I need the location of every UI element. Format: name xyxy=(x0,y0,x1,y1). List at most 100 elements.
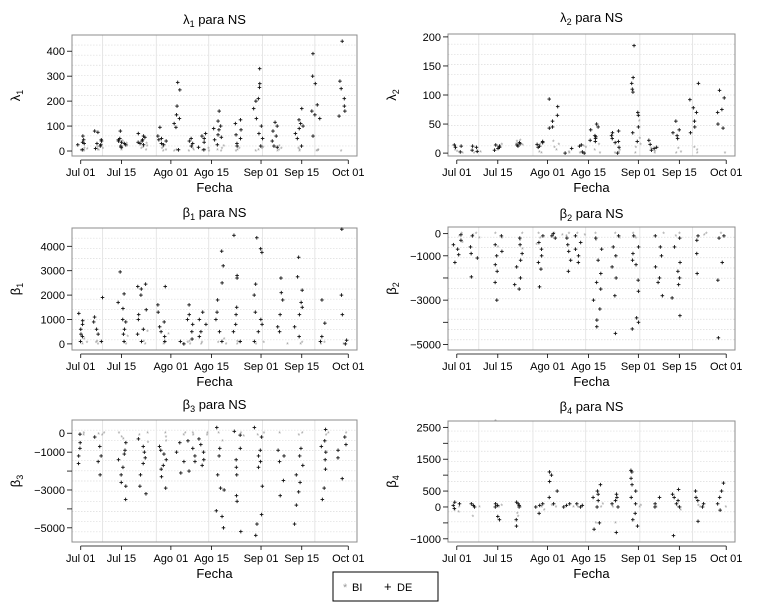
x-tick-label: Jul 01 xyxy=(66,167,95,179)
point-de xyxy=(79,332,83,336)
point-de xyxy=(159,474,164,479)
point-de xyxy=(214,317,218,322)
point-de xyxy=(336,456,340,460)
point-de xyxy=(469,251,473,256)
point-bi: * xyxy=(598,142,601,149)
point-de xyxy=(143,456,148,460)
point-bi: * xyxy=(639,137,642,144)
point-bi: * xyxy=(568,151,571,158)
y-tick-label: 400 xyxy=(47,46,65,58)
point-de xyxy=(300,288,304,293)
point-de xyxy=(78,440,82,445)
point-de xyxy=(573,234,578,238)
point-bi: * xyxy=(301,341,304,348)
point-de xyxy=(190,329,194,334)
point-de xyxy=(547,495,552,500)
title-text: para NS xyxy=(195,397,247,412)
point-bi: * xyxy=(540,505,543,512)
point-de xyxy=(676,269,680,274)
x-tick-label: Sep 01 xyxy=(244,167,279,179)
y-label-subscript: 2 xyxy=(391,89,401,94)
y-label-subscript: 1 xyxy=(15,283,25,288)
point-de xyxy=(80,147,85,152)
point-de xyxy=(636,289,641,294)
point-bi: * xyxy=(585,145,588,152)
point-bi: * xyxy=(207,147,210,154)
point-de xyxy=(561,505,566,509)
point-de xyxy=(234,493,239,498)
point-de xyxy=(214,425,219,430)
point-de xyxy=(614,254,618,258)
x-tick-label: Jul 15 xyxy=(483,167,512,179)
point-de xyxy=(592,527,596,532)
point-de xyxy=(631,251,635,256)
point-bi: * xyxy=(618,148,621,155)
point-bi: * xyxy=(561,233,564,240)
point-de xyxy=(512,282,517,287)
y-label-subscript: 2 xyxy=(391,282,401,287)
point-de xyxy=(164,139,168,143)
point-de xyxy=(715,110,720,115)
point-bi: * xyxy=(299,342,302,349)
point-de xyxy=(310,109,314,113)
point-bi: * xyxy=(602,502,605,509)
point-bi: * xyxy=(120,435,123,442)
point-bi: * xyxy=(221,147,224,154)
x-tick-label: Oct 01 xyxy=(710,553,742,565)
point-bi: * xyxy=(593,148,596,155)
point-de xyxy=(234,132,238,137)
point-de xyxy=(253,533,258,538)
x-tick-label: Ago 01 xyxy=(530,361,565,373)
point-bi: * xyxy=(535,243,538,250)
title-subscript: 4 xyxy=(567,406,572,416)
point-de xyxy=(696,519,700,524)
y-tick-label: 0 xyxy=(435,502,441,514)
point-de xyxy=(299,144,304,148)
point-de xyxy=(202,140,206,145)
point-de xyxy=(500,249,504,254)
x-tick-label: Sep 01 xyxy=(244,361,279,373)
point-bi: * xyxy=(697,503,700,510)
point-de xyxy=(493,143,498,147)
point-bi: * xyxy=(83,337,86,344)
y-tick-label: 3000 xyxy=(41,266,65,278)
point-de xyxy=(566,269,571,274)
point-de xyxy=(299,106,304,111)
y-tick-label: 1500 xyxy=(417,454,441,466)
point-de xyxy=(122,292,126,296)
point-bi: * xyxy=(516,139,519,146)
point-de xyxy=(238,118,243,122)
point-de xyxy=(238,446,243,451)
point-de xyxy=(596,492,600,497)
point-bi: * xyxy=(517,515,520,522)
point-de xyxy=(452,143,457,147)
point-de xyxy=(318,339,323,344)
point-de xyxy=(256,454,261,458)
point-bi: * xyxy=(165,435,168,442)
point-de xyxy=(675,133,679,138)
point-de xyxy=(231,329,236,334)
point-de xyxy=(616,505,620,509)
point-de xyxy=(202,457,206,462)
point-de xyxy=(657,276,662,280)
point-de xyxy=(610,130,615,135)
point-de xyxy=(657,495,662,500)
point-de xyxy=(296,490,301,494)
point-bi: * xyxy=(315,149,318,156)
point-de xyxy=(497,144,502,148)
point-de xyxy=(717,495,722,500)
point-bi: * xyxy=(206,431,209,438)
point-de xyxy=(595,318,599,322)
point-bi: * xyxy=(558,142,561,149)
point-de xyxy=(674,501,679,506)
point-de xyxy=(493,242,498,247)
point-de xyxy=(159,329,163,334)
point-de xyxy=(235,273,239,278)
y-tick-label: 500 xyxy=(423,486,441,498)
point-de xyxy=(598,482,603,487)
point-de xyxy=(451,503,456,508)
point-bi: * xyxy=(725,505,728,512)
point-de xyxy=(453,260,457,265)
point-de xyxy=(190,337,194,341)
point-bi: * xyxy=(83,148,86,155)
